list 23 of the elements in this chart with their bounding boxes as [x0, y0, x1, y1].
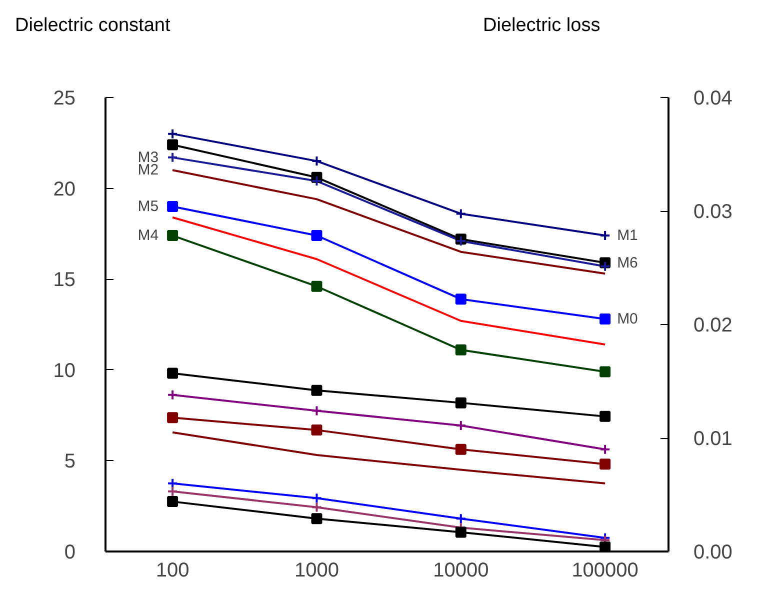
y2-tick-label: 0.04 — [694, 88, 732, 110]
x-tick-label: 100 — [156, 560, 190, 582]
y-axis-title: Dielectric constant — [15, 14, 170, 38]
y-tick-label: 10 — [53, 360, 76, 382]
annotation: M4 — [138, 227, 159, 244]
annotation: M5 — [138, 198, 159, 215]
y2-axis-title: Dielectric loss — [483, 14, 600, 38]
x-tick-label: 100000 — [572, 560, 638, 582]
y-tick-label: 25 — [53, 88, 76, 110]
y2-tick-label: 0.00 — [694, 542, 732, 564]
y-tick-label: 15 — [53, 269, 76, 292]
annotation: M6 — [617, 254, 638, 272]
y2-tick-label: 0.03 — [694, 201, 732, 223]
x-tick-label: 1000 — [294, 560, 339, 582]
y-tick-label: 20 — [53, 178, 76, 200]
annotation: M0 — [617, 310, 638, 328]
y-tick-label: 5 — [64, 450, 76, 473]
y-tick-label: 0 — [64, 542, 76, 564]
y2-tick-label: 0.02 — [694, 314, 732, 336]
y2-tick-label: 0.01 — [694, 428, 732, 450]
annotation: M1 — [617, 227, 638, 244]
x-tick-label: 10000 — [433, 560, 489, 582]
annotation: M2 — [138, 162, 159, 179]
